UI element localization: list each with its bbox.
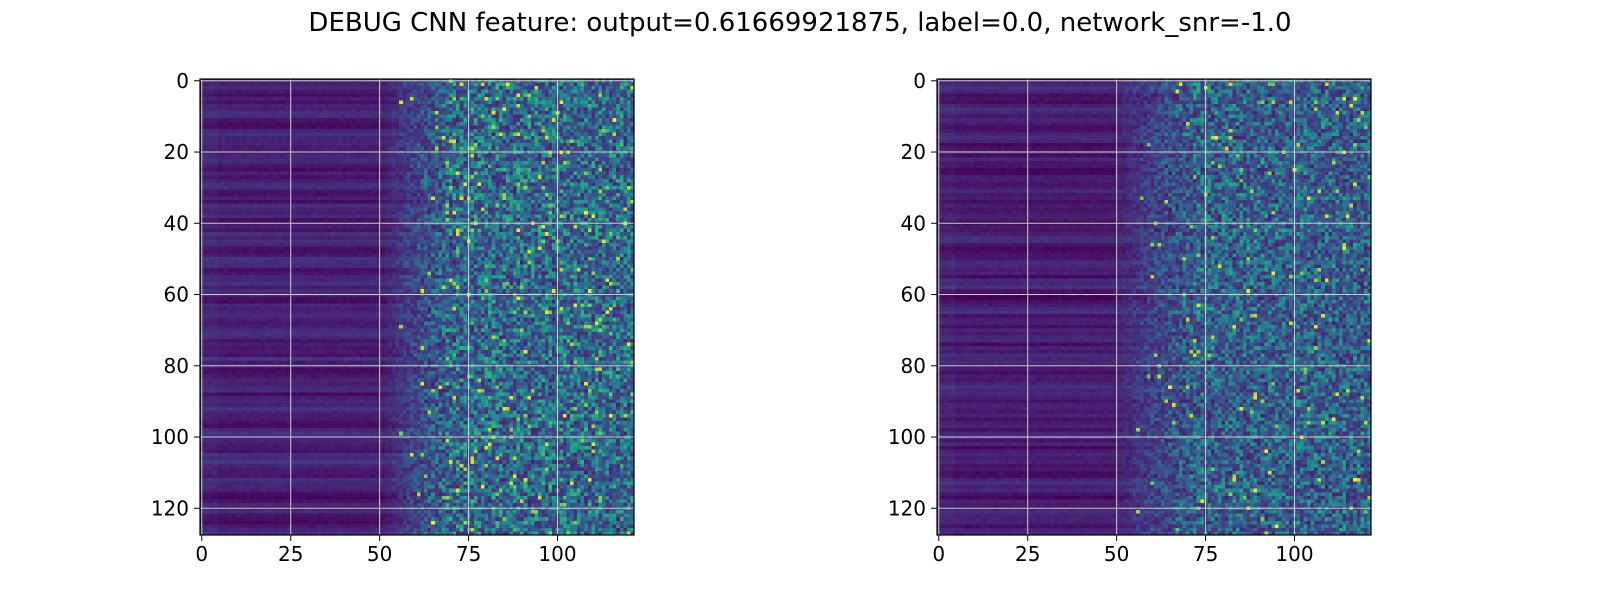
y-tick-label: 0 — [913, 69, 926, 93]
y-tick-label: 20 — [164, 140, 189, 164]
x-tick-label: 25 — [278, 542, 303, 566]
y-tick-label: 80 — [164, 354, 189, 378]
y-tick-label: 60 — [901, 283, 926, 307]
y-tick-label: 60 — [164, 283, 189, 307]
x-tick-label: 75 — [456, 542, 481, 566]
axes-frame — [936, 78, 1372, 536]
heatmap-axes-1: 0 25 50 75 100 0 20 40 60 80 100 120 — [151, 69, 635, 566]
y-tick-label: 100 — [888, 425, 926, 449]
x-tick-label: 0 — [932, 542, 945, 566]
figure-suptitle: DEBUG CNN feature: output=0.61669921875,… — [0, 6, 1600, 40]
y-tick-label: 120 — [888, 496, 926, 520]
x-tick-label: 50 — [1104, 542, 1129, 566]
y-tick-label: 120 — [151, 496, 189, 520]
y-tick-label: 40 — [901, 211, 926, 235]
x-tick-label: 0 — [195, 542, 208, 566]
x-tick-label: 100 — [538, 542, 576, 566]
heatmap-axes-2: 0 25 50 75 100 0 20 40 60 80 100 120 — [888, 69, 1372, 566]
x-tick-label: 100 — [1275, 542, 1313, 566]
y-tick-label: 100 — [151, 425, 189, 449]
y-tick-label: 40 — [164, 211, 189, 235]
heatmap-image-1 — [200, 79, 634, 535]
axes-frame — [199, 78, 635, 536]
y-tick-label: 0 — [176, 69, 189, 93]
y-tick-label: 20 — [901, 140, 926, 164]
x-tick-label: 50 — [367, 542, 392, 566]
y-tick-label: 80 — [901, 354, 926, 378]
heatmap-image-2 — [937, 79, 1371, 535]
x-tick-label: 25 — [1015, 542, 1040, 566]
x-tick-label: 75 — [1193, 542, 1218, 566]
